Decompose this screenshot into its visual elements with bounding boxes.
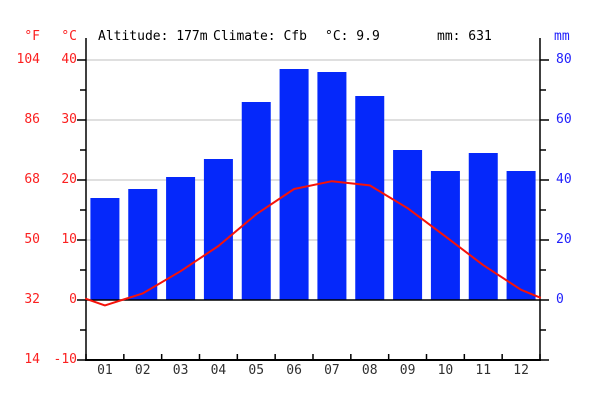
- mean-temp-label: °C: 9.9: [325, 29, 380, 44]
- celsius-tick-label: -10: [53, 352, 77, 367]
- fahrenheit-tick-label: 14: [24, 352, 40, 367]
- climate-class-label: Climate: Cfb: [213, 29, 307, 44]
- mm-axis-title: mm: [554, 29, 570, 44]
- precip-bar: [506, 171, 536, 300]
- fahrenheit-tick-label: 86: [24, 112, 40, 127]
- month-label: 05: [248, 363, 265, 378]
- celsius-tick-label: 40: [61, 52, 77, 67]
- month-label: 12: [513, 363, 529, 378]
- month-label: 01: [97, 363, 113, 378]
- celsius-axis-title: °C: [47, 29, 77, 45]
- fahrenheit-axis-title-text: °F: [24, 29, 40, 44]
- celsius-tick-label: 30: [61, 112, 77, 127]
- fahrenheit-tick-label: 68: [24, 172, 40, 187]
- precip-bar: [355, 96, 385, 300]
- month-label: 06: [286, 363, 302, 378]
- precip-bar: [279, 69, 309, 300]
- month-label: 11: [475, 363, 492, 378]
- fahrenheit-tick-label: 104: [16, 52, 40, 67]
- precip-bar: [166, 177, 196, 300]
- mm-tick-label: 40: [556, 172, 572, 187]
- month-label: 07: [324, 363, 340, 378]
- celsius-tick-label: 10: [61, 232, 77, 247]
- celsius-tick-label: 0: [69, 292, 77, 307]
- precip-bar: [90, 198, 120, 300]
- total-precip-label: mm: 631: [437, 29, 492, 44]
- precip-bar: [128, 189, 158, 300]
- month-label: 10: [437, 363, 454, 378]
- celsius-tick-label: 20: [61, 172, 77, 187]
- precip-bar: [468, 153, 498, 300]
- month-label: 04: [210, 363, 227, 378]
- fahrenheit-tick-label: 32: [24, 292, 40, 307]
- month-label: 03: [172, 363, 189, 378]
- month-label: 09: [399, 363, 416, 378]
- precip-bar: [203, 159, 233, 300]
- month-label: 08: [361, 363, 378, 378]
- mm-tick-label: 20: [556, 232, 572, 247]
- altitude-label: Altitude: 177m: [98, 29, 208, 44]
- month-label: 02: [134, 363, 151, 378]
- mm-tick-label: 60: [556, 112, 572, 127]
- mm-tick-label: 80: [556, 52, 572, 67]
- celsius-axis-title-text: °C: [61, 29, 77, 44]
- temperature-line: [85, 180, 541, 307]
- precip-bar: [317, 72, 347, 300]
- fahrenheit-axis-title: °F: [6, 29, 40, 45]
- fahrenheit-tick-label: 50: [24, 232, 40, 247]
- precip-bar: [393, 150, 423, 300]
- precip-bar: [241, 102, 271, 300]
- mm-tick-label: 0: [556, 292, 564, 307]
